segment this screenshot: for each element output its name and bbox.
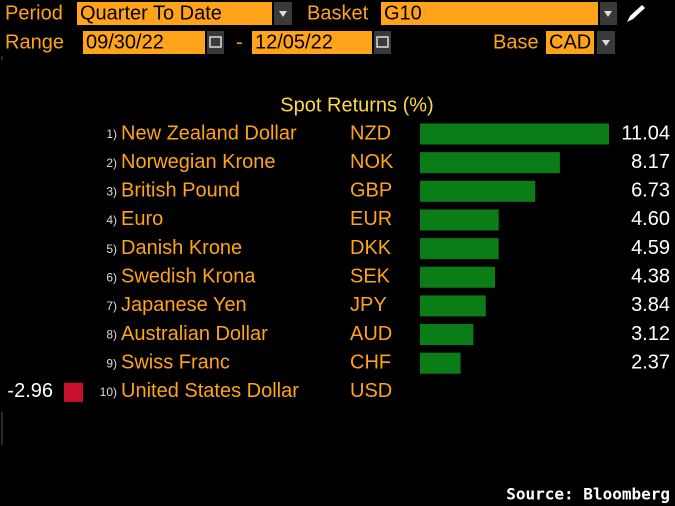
basket-value: G10 (384, 2, 422, 24)
base-label: Base (493, 31, 539, 53)
range-end: 12/05/22 (255, 31, 333, 53)
dropdown-arrow (279, 11, 287, 17)
rank: 4) (106, 213, 117, 227)
currency-code: CHF (350, 351, 391, 373)
bar (420, 352, 461, 374)
currency-code: USD (350, 380, 392, 402)
range-end-field[interactable] (252, 31, 372, 54)
bar (420, 152, 560, 174)
bar (420, 180, 536, 202)
currency-name: British Pound (121, 180, 240, 202)
edit-icon[interactable] (627, 5, 645, 22)
rank: 1) (106, 127, 117, 141)
value-label: 3.12 (631, 323, 670, 345)
value-label: 4.38 (631, 266, 670, 288)
currency-name: Swiss Franc (121, 351, 230, 373)
rank: 9) (106, 356, 117, 370)
range-start-field[interactable] (83, 31, 205, 54)
source: Source: Bloomberg (506, 485, 670, 504)
value-label: 2.37 (631, 351, 670, 373)
value-label: 6.73 (631, 180, 670, 202)
rank: 2) (106, 156, 117, 170)
dropdown-arrow (604, 11, 612, 17)
value-label: 4.60 (631, 208, 670, 230)
rank: 5) (106, 242, 117, 256)
currency-code: NOK (350, 151, 394, 173)
currency-name: Swedish Krona (121, 266, 256, 288)
currency-code: GBP (350, 180, 392, 202)
value-label: 8.17 (631, 151, 670, 173)
value-label: 3.84 (631, 294, 670, 316)
currency-code: DKK (350, 237, 392, 259)
range-label: Range (5, 31, 64, 53)
currency-code: AUD (350, 323, 392, 345)
calendar-icon (209, 36, 222, 48)
bar (420, 123, 609, 145)
period-value: Quarter To Date (80, 2, 222, 24)
currency-code: EUR (350, 208, 392, 230)
period-field[interactable] (77, 2, 272, 25)
value-label: 4.59 (631, 237, 670, 259)
rank: 8) (106, 328, 117, 342)
currency-name: Euro (121, 208, 163, 230)
period-label: Period (5, 2, 63, 24)
bar (420, 324, 474, 346)
currency-name: Japanese Yen (121, 294, 247, 316)
currency-name: New Zealand Dollar (121, 122, 297, 144)
currency-name: United States Dollar (121, 380, 299, 402)
range-start: 09/30/22 (86, 31, 164, 53)
bar (420, 238, 499, 260)
rank: 10) (100, 385, 117, 399)
currency-name: Australian Dollar (121, 323, 268, 345)
chart-title: Spot Returns (%) (280, 94, 433, 116)
rank: 6) (106, 270, 117, 284)
base-value: CAD (549, 31, 591, 53)
base-field[interactable] (546, 31, 594, 54)
range-separator: - (236, 31, 243, 53)
currency-name: Norwegian Krone (121, 151, 276, 173)
negative-marker (64, 382, 83, 402)
currency-code: NZD (350, 122, 391, 144)
currency-name: Danish Krone (121, 237, 242, 259)
basket-field[interactable] (381, 2, 598, 25)
value-label: 11.04 (621, 122, 670, 144)
bar (420, 209, 499, 231)
bar (420, 266, 495, 288)
dropdown-arrow (602, 40, 610, 46)
basket-label: Basket (307, 2, 369, 24)
currency-code: JPY (350, 294, 387, 316)
bar (420, 295, 486, 317)
value-label: -2.96 (7, 380, 53, 402)
currency-code: SEK (350, 266, 391, 288)
rank: 7) (106, 299, 117, 313)
calendar-icon (376, 36, 389, 48)
rank: 3) (106, 184, 117, 198)
